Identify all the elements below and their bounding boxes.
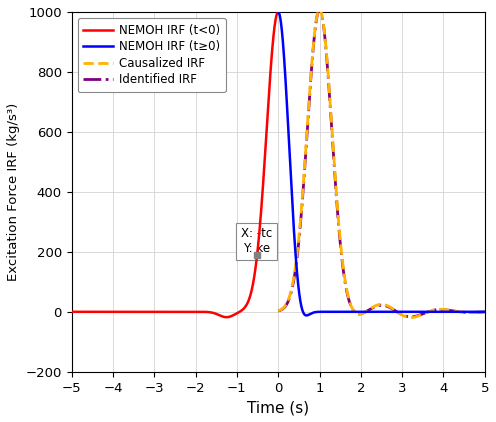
Text: X: -tc
Y: ke: X: -tc Y: ke [241, 227, 272, 255]
Y-axis label: Excitation Force IRF (kg/s³): Excitation Force IRF (kg/s³) [7, 103, 20, 281]
X-axis label: Time (s): Time (s) [247, 400, 310, 415]
Legend: NEMOH IRF (t<0), NEMOH IRF (t≥0), Causalized IRF, Identified IRF: NEMOH IRF (t<0), NEMOH IRF (t≥0), Causal… [77, 18, 226, 92]
